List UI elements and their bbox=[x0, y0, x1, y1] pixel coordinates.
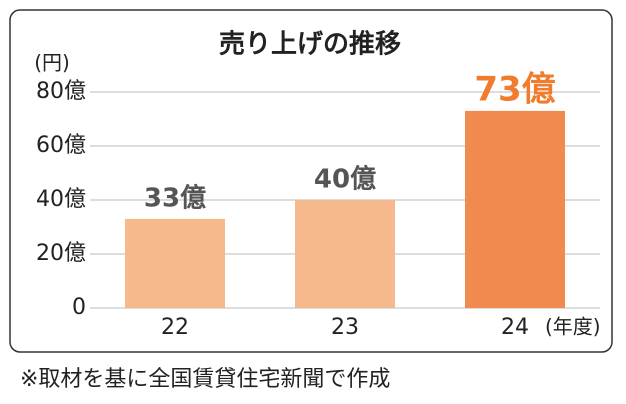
x-tick-label: 24 bbox=[501, 315, 529, 340]
value-label: 40億 bbox=[314, 165, 376, 195]
bar bbox=[465, 110, 565, 309]
y-tick-label: 0 bbox=[72, 295, 86, 320]
y-tick-label: 60億 bbox=[36, 133, 86, 158]
y-tick-label: 80億 bbox=[36, 79, 86, 104]
frame bbox=[9, 9, 613, 353]
y-tick-label: 40億 bbox=[36, 187, 86, 212]
value-label: 33億 bbox=[144, 183, 206, 213]
note: ※取材を基に全国賃貸住宅新聞で作成 bbox=[20, 367, 390, 392]
value-label: 73億 bbox=[474, 69, 555, 109]
chart-title: 売り上げの推移 bbox=[219, 30, 401, 60]
y-unit: (円) bbox=[34, 51, 70, 75]
x-tick-label: 22 bbox=[161, 315, 189, 340]
x-unit: (年度) bbox=[545, 315, 601, 339]
y-tick-label: 20億 bbox=[36, 241, 86, 266]
bar bbox=[125, 218, 225, 308]
bar bbox=[295, 200, 395, 308]
x-tick-label: 23 bbox=[331, 315, 359, 340]
